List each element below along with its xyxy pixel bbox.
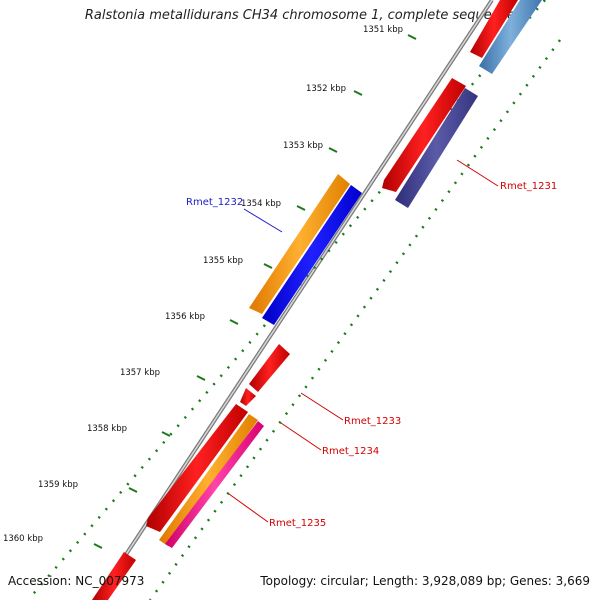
gene-rmet-1235-red[interactable] [146, 404, 248, 532]
leader-rmet-1232 [243, 208, 283, 233]
leader-rmet-1234 [280, 422, 322, 451]
gene-rmet-1235-orange[interactable] [159, 414, 258, 546]
kbp-tick-label: 1354 kbp [241, 199, 281, 209]
kbp-tick-label: 1358 kbp [87, 424, 127, 434]
feature-arrow-bottom-red[interactable] [92, 552, 136, 600]
gene-rmet-1231-arrow[interactable] [382, 78, 466, 192]
kbp-tick-mark [161, 431, 171, 437]
gene-rmet-1232-orange[interactable] [249, 174, 350, 314]
kbp-tick-mark [296, 205, 306, 211]
kbp-tick-label: 1351 kbp [363, 25, 403, 35]
gene-label-rmet-1234[interactable]: Rmet_1234 [322, 446, 379, 457]
kbp-tick-mark [263, 263, 273, 269]
gene-rmet-1234-arrow[interactable] [240, 388, 256, 406]
gene-rmet-1232-blue[interactable] [262, 185, 362, 325]
kbp-tick-label: 1353 kbp [283, 141, 323, 151]
kbp-tick-mark [407, 34, 417, 40]
leader-rmet-1231 [456, 159, 499, 187]
inner-dotted-ruler [148, 39, 562, 600]
gene-label-rmet-1231[interactable]: Rmet_1231 [500, 181, 557, 192]
kbp-tick-mark [128, 487, 138, 493]
kbp-tick-mark [93, 543, 103, 549]
kbp-tick-label: 1360 kbp [3, 534, 43, 544]
gene-rmet-1235-pink[interactable] [165, 421, 264, 548]
gene-rmet-1231-bar[interactable] [395, 88, 478, 208]
kbp-tick-label: 1357 kbp [120, 368, 160, 378]
map-title: Ralstonia metallidurans CH34 chromosome … [84, 8, 516, 23]
kbp-ticks: 1351 kbp 1352 kbp 1353 kbp 1354 kbp 1355 kbp… [3, 25, 417, 549]
topology-summary: Topology: circular; Length: 3,928,089 bp… [260, 574, 590, 588]
gene-label-rmet-1233[interactable]: Rmet_1233 [344, 416, 401, 427]
kbp-tick-label: 1356 kbp [165, 312, 205, 322]
kbp-tick-mark [229, 319, 239, 325]
leader-rmet-1233 [300, 392, 344, 421]
feature-arrow-top-red[interactable] [470, 0, 518, 58]
kbp-tick-mark [328, 147, 338, 153]
kbp-tick-label: 1355 kbp [203, 256, 243, 266]
kbp-tick-label: 1352 kbp [306, 84, 346, 94]
gene-label-rmet-1235[interactable]: Rmet_1235 [269, 518, 326, 529]
kbp-tick-mark [196, 375, 206, 381]
gene-label-rmet-1232[interactable]: Rmet_1232 [186, 197, 243, 208]
feature-bar-top-steel[interactable] [479, 0, 542, 74]
kbp-tick-mark [353, 90, 363, 96]
gene-rmet-1233-arrow[interactable] [249, 344, 290, 392]
kbp-tick-label: 1359 kbp [38, 480, 78, 490]
leader-rmet-1235 [228, 493, 269, 523]
accession-text: Accession: NC_007973 [8, 574, 145, 588]
